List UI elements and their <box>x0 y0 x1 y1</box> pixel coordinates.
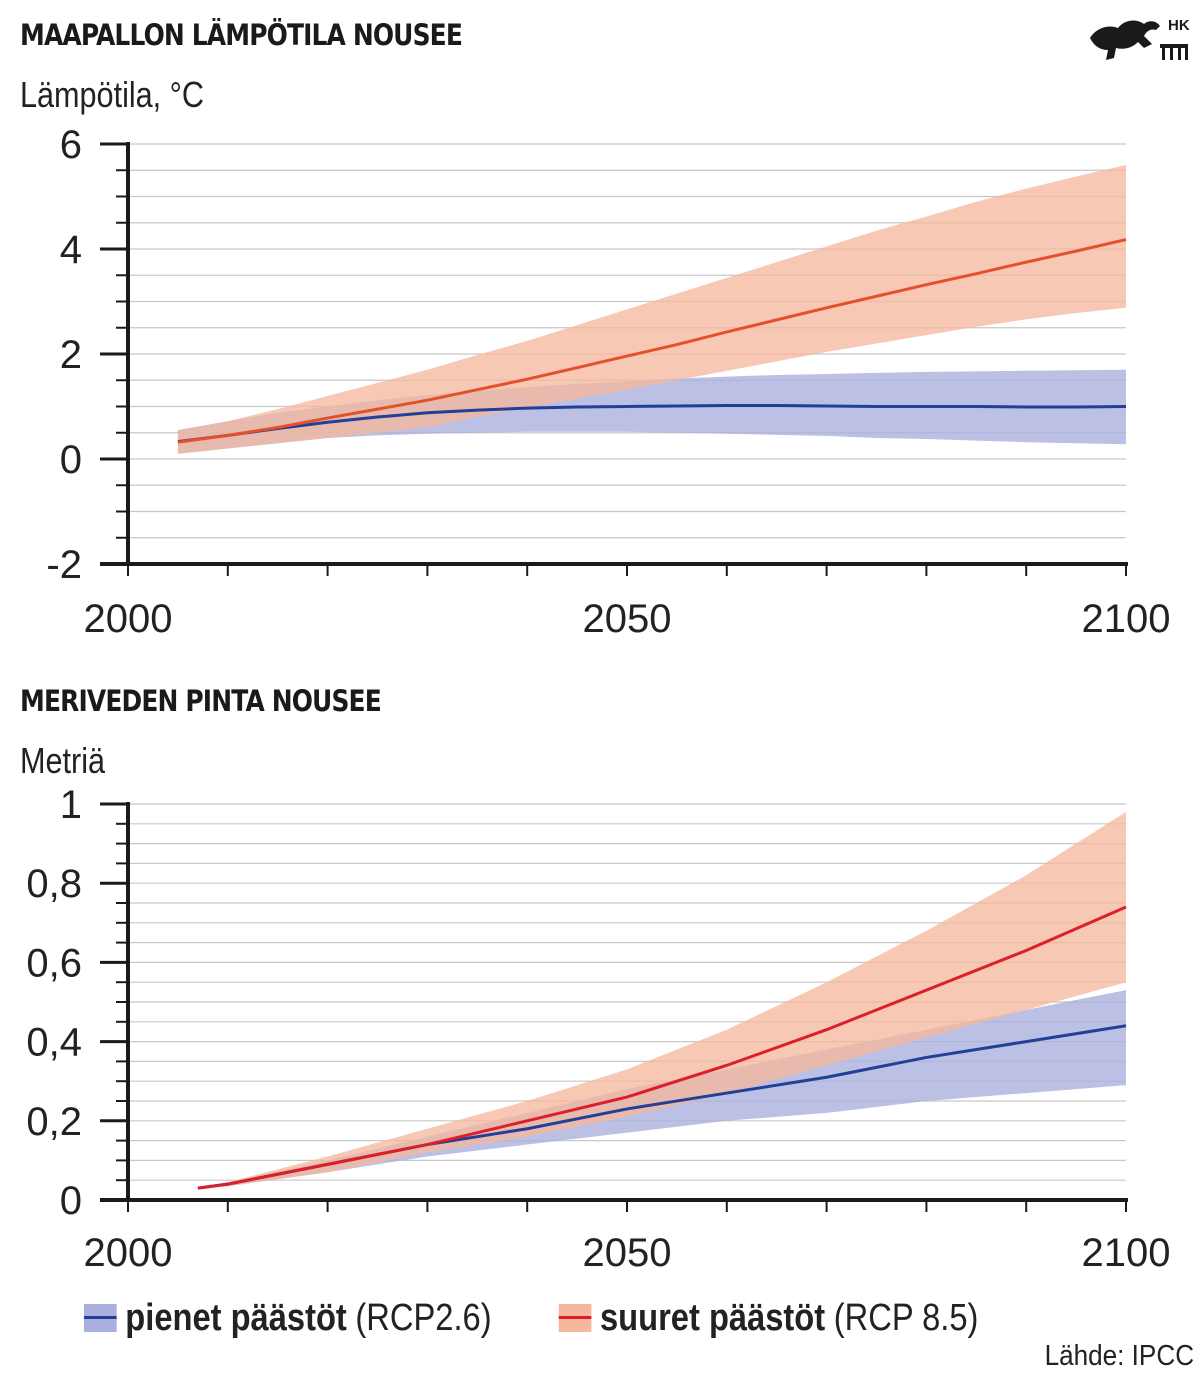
temperature-axes <box>100 142 1128 576</box>
hk-logo-icon: HK <box>1090 17 1190 60</box>
x-tick-label: 2000 <box>84 597 173 641</box>
temperature-chart-title: MAAPALLON LÄMPÖTILA NOUSEE <box>20 18 463 52</box>
x-tick-label: 2050 <box>583 1231 672 1275</box>
y-tick-label: 0 <box>60 438 82 482</box>
y-tick-label: 1 <box>60 783 82 827</box>
legend-item-low: pienet päästöt (RCP2.6) <box>84 1297 492 1340</box>
x-tick-label: 2100 <box>1082 597 1171 641</box>
source-note: Lähde: IPCC <box>1044 1340 1194 1372</box>
legend-high-label: suuret päästöt <box>599 1296 826 1339</box>
series-line-low <box>177 403 1127 444</box>
series-line-high <box>177 238 1127 444</box>
temperature-bands <box>177 165 1126 454</box>
legend-low-label: pienet päästöt <box>125 1296 347 1339</box>
x-tick-label: 2100 <box>1082 1231 1171 1275</box>
sea-level-axis-unit: Metriä <box>20 740 106 781</box>
legend: pienet päästöt (RCP2.6) suuret päästöt (… <box>84 1296 1046 1340</box>
y-tick-label: 0,4 <box>26 1021 82 1065</box>
legend-high-scenario: (RCP 8.5) <box>833 1296 979 1339</box>
temperature-axis-unit: Lämpötila, °C <box>20 74 205 115</box>
y-tick-label: 0 <box>60 1179 82 1223</box>
legend-low-scenario: (RCP2.6) <box>355 1296 492 1339</box>
y-tick-label: -2 <box>46 543 82 587</box>
sea-level-axes <box>100 802 1128 1212</box>
y-tick-label: 0,2 <box>26 1100 82 1144</box>
y-tick-label: 2 <box>60 333 82 377</box>
band-high <box>197 811 1127 1189</box>
temperature-lines <box>177 238 1127 444</box>
y-tick-label: 0,8 <box>26 862 82 906</box>
band-low <box>177 369 1126 454</box>
legend-swatch-high <box>558 1304 592 1332</box>
legend-swatch-low <box>84 1304 117 1332</box>
sea-level-chart-title: MERIVEDEN PINTA NOUSEE <box>20 684 382 718</box>
sea-level-bands <box>197 811 1127 1189</box>
y-tick-label: 4 <box>60 228 82 272</box>
y-tick-label: 0,6 <box>26 941 82 985</box>
x-tick-label: 2000 <box>84 1231 173 1275</box>
band-high <box>177 165 1126 454</box>
series-line-high <box>197 905 1127 1190</box>
legend-item-high: suuret päästöt (RCP 8.5) <box>558 1296 979 1340</box>
x-tick-label: 2050 <box>583 597 672 641</box>
sea-level-lines <box>197 905 1127 1190</box>
logo-text: HK <box>1168 17 1190 34</box>
y-tick-label: 6 <box>60 123 82 167</box>
